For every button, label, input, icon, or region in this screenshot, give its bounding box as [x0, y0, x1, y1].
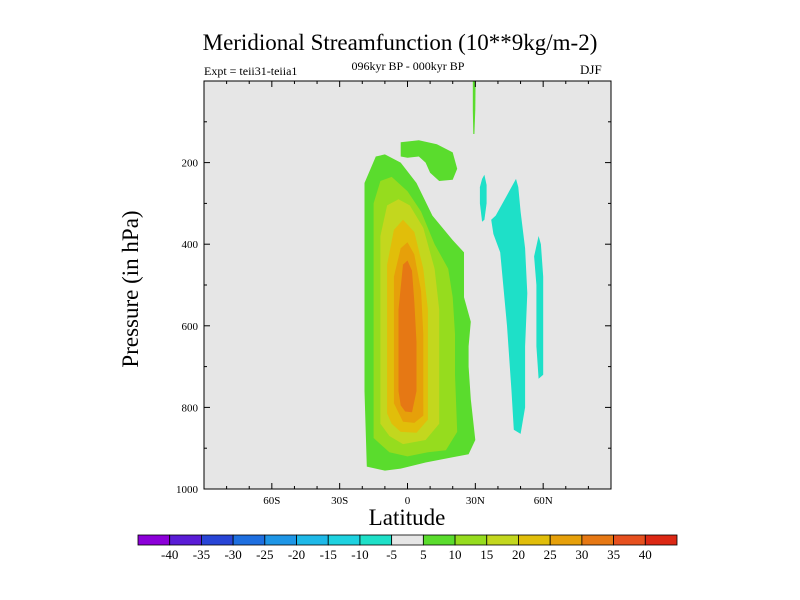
contour-region--5-4 — [479, 174, 487, 222]
colorbar-box — [137, 534, 171, 546]
y-tick-label: 1000 — [176, 484, 199, 496]
colorbar-box — [232, 534, 266, 546]
y-tick-label: 400 — [182, 239, 199, 251]
season-label: DJF — [580, 62, 602, 77]
colorbar-box — [327, 534, 361, 546]
contour-region--5-3 — [491, 178, 528, 434]
colorbar-box — [169, 534, 202, 546]
y-tick-label: 200 — [182, 158, 199, 170]
colorbar-box — [359, 534, 393, 546]
chart-title: Meridional Streamfunction (10**9kg/m-2) — [202, 30, 598, 55]
experiment-label: Expt = teii31-teiia1 — [204, 64, 298, 78]
colorbar-label: 30 — [575, 547, 588, 562]
colorbar-box — [201, 534, 234, 546]
colorbar-box — [644, 534, 678, 546]
contour-region-5-1 — [400, 140, 458, 181]
colorbar-label: 5 — [420, 547, 427, 562]
contour-region-30-10 — [398, 260, 417, 413]
y-tick-label: 600 — [182, 321, 199, 333]
colorbar-label: -40 — [161, 547, 178, 562]
colorbar-box — [422, 534, 456, 546]
colorbar-label: 40 — [639, 547, 652, 562]
colorbar-box — [581, 534, 614, 546]
colorbar-label: -20 — [288, 547, 305, 562]
chart-subtitle: 096kyr BP - 000kyr BP — [351, 59, 465, 73]
colorbar-label: 35 — [607, 547, 620, 562]
colorbar-box — [454, 534, 488, 546]
colorbar-label: -5 — [386, 547, 397, 562]
x-axis-label: Latitude — [368, 505, 446, 530]
colorbar-label: -30 — [224, 547, 241, 562]
colorbar-box — [264, 534, 297, 546]
x-tick-label: 60S — [263, 495, 280, 507]
colorbar-label: 20 — [512, 547, 525, 562]
colorbar-box — [613, 534, 646, 546]
colorbar-label: 25 — [544, 547, 557, 562]
colorbar-box — [486, 534, 519, 546]
colorbar-label: 10 — [449, 547, 462, 562]
axis-ticks: 60S 30S 0 30N 60N 200 400 600 800 1000 — [176, 81, 611, 507]
x-tick-label: 30N — [466, 495, 485, 507]
contour-regions — [364, 81, 544, 471]
colorbar-box — [549, 534, 583, 546]
colorbar-label: -15 — [320, 547, 337, 562]
colorbar-label: -10 — [351, 547, 368, 562]
colorbar-label: -35 — [193, 547, 210, 562]
colorbar: -40 -35 -30 -25 -20 -15 -10 -5 5 10 15 20 25 30 35 40 — [137, 534, 678, 562]
x-tick-label: 30S — [331, 495, 348, 507]
contour-region--5-5 — [534, 236, 544, 379]
x-tick-label: 60N — [534, 495, 553, 507]
y-tick-label: 800 — [182, 402, 199, 414]
contour-region-5-2 — [472, 81, 476, 134]
colorbar-label: -25 — [256, 547, 273, 562]
x-tick-label: 0 — [405, 495, 411, 507]
colorbar-label: 15 — [480, 547, 493, 562]
colorbar-box — [391, 534, 424, 546]
colorbar-box — [518, 534, 551, 546]
colorbar-box — [296, 534, 329, 546]
